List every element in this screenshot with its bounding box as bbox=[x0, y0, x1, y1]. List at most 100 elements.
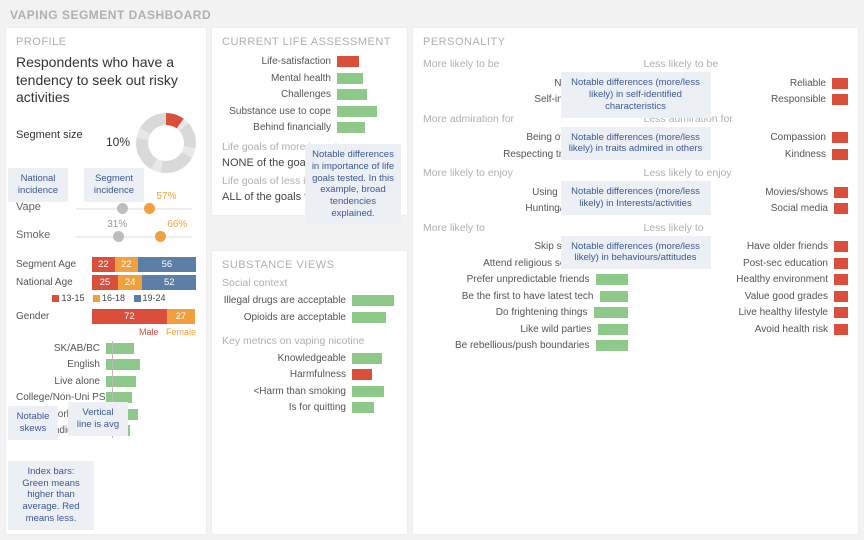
section-head-left: More likely to bbox=[423, 222, 628, 234]
col-middle: CURRENT LIFE ASSESSMENT Life-satisfactio… bbox=[212, 28, 407, 534]
index-bar bbox=[337, 56, 359, 67]
trait-label: Be the first to have latest tech bbox=[423, 291, 600, 302]
profile-card: PROFILE Respondents who have a tendency … bbox=[6, 28, 206, 534]
gender-stacked-bar: Gender7227 bbox=[16, 309, 196, 324]
age-label: National Age bbox=[16, 277, 92, 288]
trait-bar bbox=[834, 274, 848, 285]
index-label: Challenges bbox=[222, 89, 337, 100]
index-label: SK/AB/BC bbox=[16, 343, 106, 354]
trait-bar bbox=[600, 291, 628, 302]
dumbbell-label: Vape bbox=[16, 201, 41, 213]
index-row: Mental health bbox=[222, 71, 397, 86]
personality-section: More likely to beLess likely to beNeurot… bbox=[423, 54, 848, 109]
dumbbell-chart: Vape34%57% Smoke31%66% bbox=[16, 199, 196, 249]
index-bar bbox=[337, 89, 367, 100]
trait-bar bbox=[832, 94, 848, 105]
note-personality: Notable differences (more/less likely) i… bbox=[561, 72, 711, 118]
section-head-right: Less likely to be bbox=[644, 58, 849, 70]
profile-desc: Respondents who have a tendency to seek … bbox=[16, 54, 196, 107]
section-head-right: Less likely to enjoy bbox=[644, 167, 849, 179]
trait-label: Be rebellious/push boundaries bbox=[423, 340, 596, 351]
trait-bar bbox=[834, 187, 848, 198]
gender-stack: 7227 bbox=[92, 309, 196, 324]
trait-bar bbox=[832, 78, 848, 89]
index-bar bbox=[352, 353, 382, 364]
dot-national bbox=[113, 231, 124, 242]
index-row: Illegal drugs are acceptable bbox=[222, 293, 397, 308]
substance-sub2: Key metrics on vaping nicotine bbox=[222, 335, 397, 347]
trait-label: Like wild parties bbox=[423, 324, 598, 335]
dumbbell-row: Vape34%57% bbox=[16, 199, 196, 221]
substance-bars-1: Illegal drugs are acceptableOpioids are … bbox=[222, 293, 397, 325]
section-head-right: Less likely to bbox=[644, 222, 849, 234]
note-life-goals: Notable differences in importance of lif… bbox=[305, 144, 401, 225]
index-row: Is for quitting bbox=[222, 400, 397, 415]
gender-segment: 27 bbox=[167, 309, 195, 324]
age-segment: 56 bbox=[138, 257, 196, 272]
index-row: Harmfulness bbox=[222, 367, 397, 382]
index-bar bbox=[352, 402, 374, 413]
index-bar bbox=[352, 295, 394, 306]
trait-bar bbox=[598, 324, 628, 335]
age-segment: 24 bbox=[118, 275, 143, 290]
age-stacked-bar: Segment Age222256National Age252452 bbox=[16, 257, 196, 290]
dumbbell-row: Smoke31%66% bbox=[16, 227, 196, 249]
index-label: Live alone bbox=[16, 376, 106, 387]
index-row: English bbox=[16, 357, 196, 372]
index-row: <Harm than smoking bbox=[222, 384, 397, 399]
index-bar bbox=[352, 386, 384, 397]
val-segment: 66% bbox=[167, 219, 187, 230]
substance-sub1: Social context bbox=[222, 277, 397, 289]
dot-segment bbox=[144, 203, 155, 214]
gender-label: Gender bbox=[16, 311, 92, 322]
trait-bar bbox=[596, 274, 628, 285]
section-head-left: More likely to enjoy bbox=[423, 167, 628, 179]
trait-row: Value good grades bbox=[644, 289, 849, 304]
col-profile: PROFILE Respondents who have a tendency … bbox=[6, 28, 206, 534]
dashboard: VAPING SEGMENT DASHBOARD PROFILE Respond… bbox=[0, 0, 864, 540]
index-row: Behind financially bbox=[222, 120, 397, 135]
index-label: Life-satisfaction bbox=[222, 56, 337, 67]
trait-bar bbox=[834, 241, 848, 252]
index-label: Behind financially bbox=[222, 122, 337, 133]
index-label: Harmfulness bbox=[222, 369, 352, 380]
segment-size-donut: Segment size 10% bbox=[16, 113, 196, 173]
trait-row: Do frightening things bbox=[423, 305, 628, 320]
note-personality: Notable differences (more/less likely) i… bbox=[561, 127, 711, 161]
trait-bar bbox=[834, 307, 848, 318]
age-segment: 22 bbox=[115, 257, 138, 272]
section-head-left: More likely to be bbox=[423, 58, 628, 70]
col-personality: PERSONALITY More likely to beLess likely… bbox=[413, 28, 858, 534]
note-personality: Notable differences (more/less likely) i… bbox=[561, 236, 711, 270]
age-stack: 252452 bbox=[92, 275, 196, 290]
age-segment: 22 bbox=[92, 257, 115, 272]
substance-heading: SUBSTANCE VIEWS bbox=[222, 259, 397, 271]
note-national-incidence: National incidence bbox=[8, 168, 68, 202]
age-row: National Age252452 bbox=[16, 275, 196, 290]
trait-row: Avoid health risk bbox=[644, 322, 849, 337]
index-bar bbox=[337, 106, 377, 117]
substance-bars-2: KnowledgeableHarmfulness<Harm than smoki… bbox=[222, 351, 397, 416]
dot-national bbox=[117, 203, 128, 214]
index-label: <Harm than smoking bbox=[222, 386, 352, 397]
columns: PROFILE Respondents who have a tendency … bbox=[6, 28, 858, 534]
trait-bar bbox=[834, 291, 848, 302]
personality-section: More likely toLess likely toSkip schoolA… bbox=[423, 218, 848, 355]
trait-row: Like wild parties bbox=[423, 322, 628, 337]
note-segment-incidence: Segment incidence bbox=[84, 168, 144, 202]
age-segment: 25 bbox=[92, 275, 118, 290]
trait-row: Live healthy lifestyle bbox=[644, 305, 849, 320]
val-national: 31% bbox=[107, 219, 127, 230]
age-segment: 52 bbox=[142, 275, 196, 290]
gender-legend: Male Female bbox=[16, 327, 196, 337]
personality-body: More likely to beLess likely to beNeurot… bbox=[423, 54, 848, 355]
trait-bar bbox=[834, 203, 848, 214]
trait-label: Do frightening things bbox=[423, 307, 594, 318]
index-bar bbox=[337, 73, 363, 84]
segment-size-label: Segment size bbox=[16, 129, 83, 141]
gender-row: Gender7227 bbox=[16, 309, 196, 324]
trait-bar bbox=[832, 132, 848, 143]
personality-card: PERSONALITY More likely to beLess likely… bbox=[413, 28, 858, 534]
index-label: English bbox=[16, 359, 106, 370]
age-label: Segment Age bbox=[16, 259, 92, 270]
